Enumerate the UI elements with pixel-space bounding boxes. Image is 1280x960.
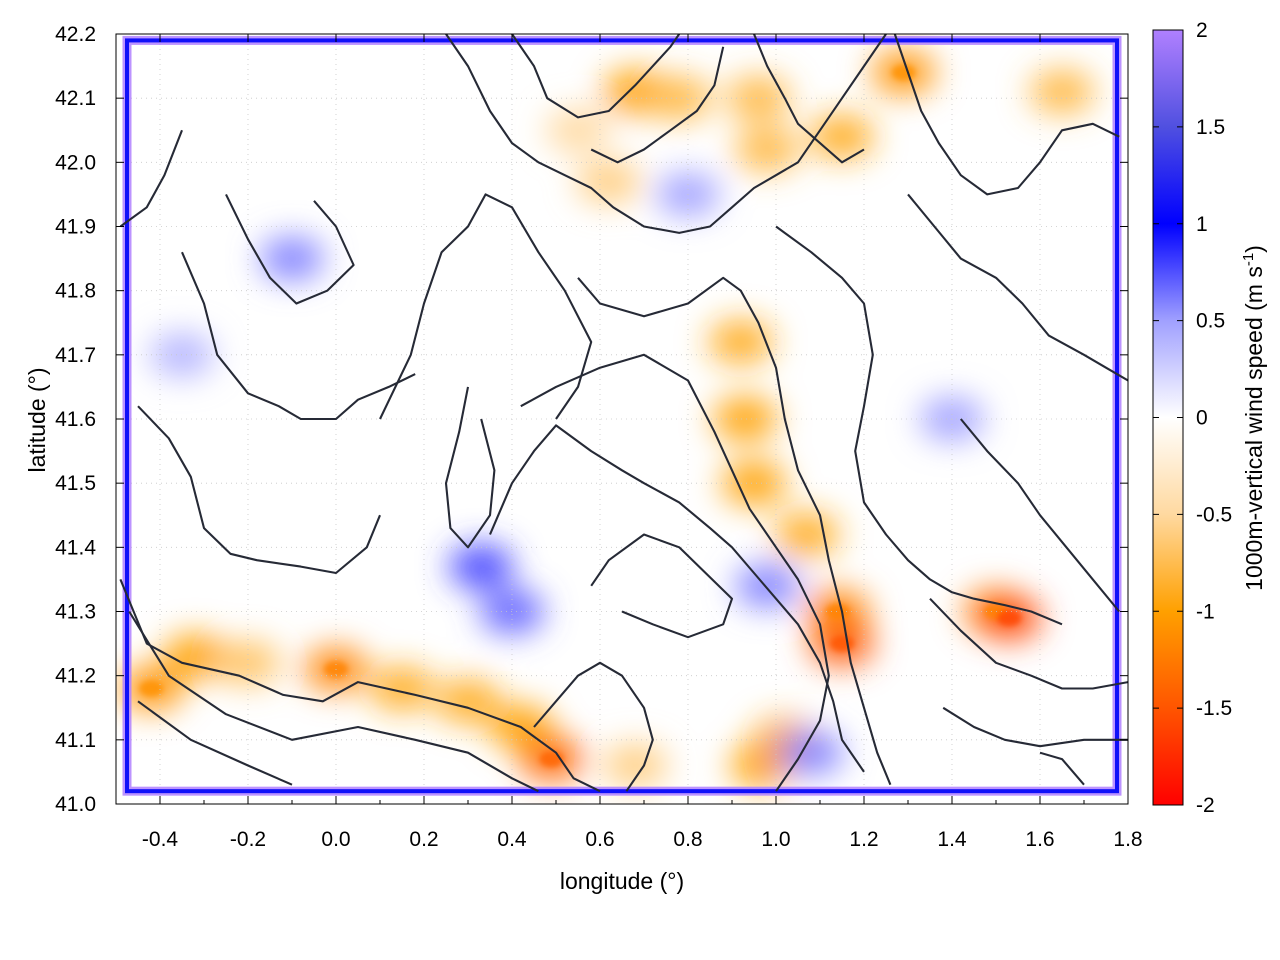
colorbar-tick-label: 1.5 [1196,116,1225,139]
x-tick-label: 0.6 [585,828,614,851]
x-tick-label: 0.4 [497,828,527,851]
contour-lines [119,34,1128,793]
contour-line [520,353,830,792]
contour-line [929,597,1128,690]
y-tick-label: 41.7 [55,344,96,367]
x-tick-label: -0.4 [142,828,179,851]
y-tick-label: 41.8 [55,280,96,303]
colorbar-tick-label: -2 [1196,794,1215,817]
y-axis-label: latitude (°) [24,367,50,472]
wind-feature [730,743,795,788]
contour-line [533,661,654,792]
y-axis-ticks: 41.0 41.1 41.2 41.3 41.4 41.5 41.6 41.7 41.8 41.9… [55,23,1128,816]
wind-feature [370,666,434,711]
contour-line [893,34,1120,196]
wind-feature [260,236,324,281]
wind-feature [713,397,778,441]
y-tick-label: 41.2 [55,665,96,688]
contour-line [590,533,734,639]
colorbar-tick-label: 2 [1196,19,1208,42]
wind-feature [546,108,610,153]
x-tick-label: 1.0 [761,828,790,851]
y-tick-label: 41.4 [55,536,96,559]
x-axis-label: longitude (°) [560,868,684,894]
contour-line [444,386,496,549]
y-tick-label: 42.0 [55,151,96,174]
colorbar-tick-label: 1 [1196,213,1208,236]
y-tick-label: 41.3 [55,601,96,624]
wind-feature-core [139,680,164,697]
wind-feature [576,159,641,204]
y-tick-label: 41.6 [55,408,96,431]
colorbar-tick-label: 0 [1196,407,1208,430]
contour-line [225,193,355,305]
wind-feature [726,76,791,121]
colorbar-tick-label: -0.5 [1196,503,1232,526]
contour-line [119,579,601,793]
wind-feature-core [891,64,916,81]
wind-feature [735,127,800,172]
colorbar-label-superscript: -1 [1240,253,1257,266]
wind-feature [774,512,839,557]
y-tick-label: 42.2 [55,23,96,46]
contour-line [119,129,183,228]
contour-line [128,610,539,793]
contour-line [775,225,1063,626]
wind-field-blobs [119,50,1094,788]
wind-feature [449,544,514,589]
contour-line [137,700,293,786]
boundary-frame-inner [125,38,1119,794]
wind-feature-core [997,609,1022,626]
wind-feature [722,461,786,506]
contour-line [942,706,1128,748]
contour-line [590,46,725,164]
wind-feature [810,114,874,159]
contour-line [445,34,887,234]
x-tick-label: 0.8 [673,828,702,851]
x-tick-label: 1.6 [1025,828,1054,851]
x-tick-label: 0.2 [409,828,438,851]
x-tick-label: 0.0 [321,828,350,851]
wind-feature [216,640,280,685]
contour-line [1039,751,1085,786]
y-tick-label: 42.1 [55,87,96,110]
wind-feature-core [830,635,854,652]
contour-line [379,193,593,420]
wind-feature [647,76,712,121]
colorbar-tick-label: -1 [1196,600,1215,623]
x-tick-label: 1.2 [849,828,878,851]
contour-line [907,193,1128,382]
wind-feature [163,634,228,679]
colorbar-ticks: 2 1.5 1 0.5 0 -0.5 -1 -1.5 -2 [1153,19,1232,817]
contour-line [577,276,892,786]
contour-line [753,34,865,164]
x-axis-ticks: -0.4 -0.2 0.0 0.2 0.4 0.6 0.8 1.0 1.2 1.4 1.6 1.8 [115,34,1143,851]
colorbar-label: 1000m-vertical wind speed (m s-1) [1240,245,1267,591]
colorbar-tick-label: -1.5 [1196,697,1232,720]
domain-boundary-frame [122,35,1122,796]
x-tick-label: 1.8 [1113,828,1142,851]
colorbar-label-end: ) [1241,245,1267,253]
wind-feature [436,679,500,724]
y-tick-label: 41.5 [55,472,96,495]
x-tick-label: -0.2 [230,828,266,851]
wind-feature [708,320,773,364]
contour-line [489,424,865,773]
colorbar-label-main: 1000m-vertical wind speed (m s [1241,266,1267,591]
y-tick-label: 41.9 [55,216,96,239]
wind-field-layer [119,50,1094,788]
contour-line [181,251,416,421]
wind-feature [735,563,800,608]
y-tick-label: 41.1 [55,729,96,752]
contour-line [959,418,1121,613]
x-tick-label: 1.4 [937,828,967,851]
contour-line [137,405,381,575]
contour-line [511,34,681,119]
wind-feature [603,743,668,788]
colorbar-tick-label: 0.5 [1196,310,1225,333]
wind-feature [1030,69,1094,114]
y-tick-label: 41.0 [55,793,96,816]
